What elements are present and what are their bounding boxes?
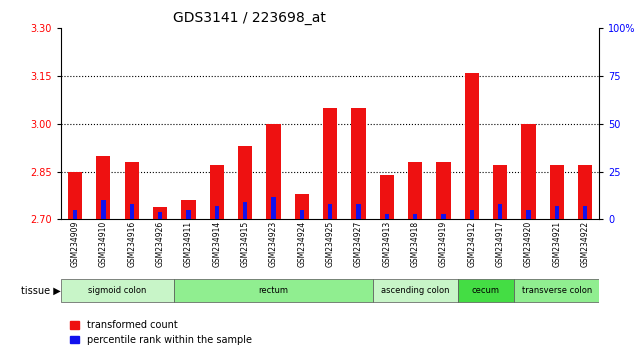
- Bar: [578, 165, 592, 219]
- Text: GDS3141 / 223698_at: GDS3141 / 223698_at: [173, 11, 326, 25]
- Legend: transformed count, percentile rank within the sample: transformed count, percentile rank withi…: [66, 316, 256, 349]
- Bar: [408, 162, 422, 219]
- Bar: [129, 204, 134, 219]
- Bar: [442, 214, 445, 219]
- Bar: [498, 204, 503, 219]
- Bar: [295, 194, 309, 219]
- Bar: [583, 206, 587, 219]
- Bar: [437, 162, 451, 219]
- Bar: [187, 210, 190, 219]
- Text: cecum: cecum: [472, 286, 500, 295]
- Bar: [351, 108, 365, 219]
- Bar: [356, 204, 361, 219]
- Text: sigmoid colon: sigmoid colon: [88, 286, 147, 295]
- Bar: [181, 200, 196, 219]
- Bar: [243, 202, 247, 219]
- Bar: [215, 206, 219, 219]
- Bar: [271, 196, 276, 219]
- Bar: [158, 212, 162, 219]
- FancyBboxPatch shape: [514, 279, 599, 302]
- Bar: [323, 108, 337, 219]
- Bar: [267, 124, 281, 219]
- Bar: [554, 206, 559, 219]
- Bar: [124, 162, 139, 219]
- Bar: [68, 172, 82, 219]
- Bar: [493, 165, 507, 219]
- FancyBboxPatch shape: [458, 279, 514, 302]
- FancyBboxPatch shape: [174, 279, 372, 302]
- Bar: [210, 165, 224, 219]
- FancyBboxPatch shape: [372, 279, 458, 302]
- Text: rectum: rectum: [258, 286, 288, 295]
- Bar: [153, 207, 167, 219]
- Bar: [73, 210, 77, 219]
- Bar: [101, 200, 106, 219]
- Bar: [96, 156, 110, 219]
- Bar: [465, 73, 479, 219]
- Bar: [521, 124, 536, 219]
- Bar: [238, 146, 252, 219]
- FancyBboxPatch shape: [61, 279, 174, 302]
- Text: tissue ▶: tissue ▶: [21, 285, 61, 295]
- Bar: [328, 204, 332, 219]
- Text: transverse colon: transverse colon: [522, 286, 592, 295]
- Text: ascending colon: ascending colon: [381, 286, 449, 295]
- Bar: [385, 214, 389, 219]
- Bar: [379, 175, 394, 219]
- Bar: [550, 165, 564, 219]
- Bar: [526, 210, 531, 219]
- Bar: [299, 210, 304, 219]
- Bar: [470, 210, 474, 219]
- Bar: [413, 214, 417, 219]
